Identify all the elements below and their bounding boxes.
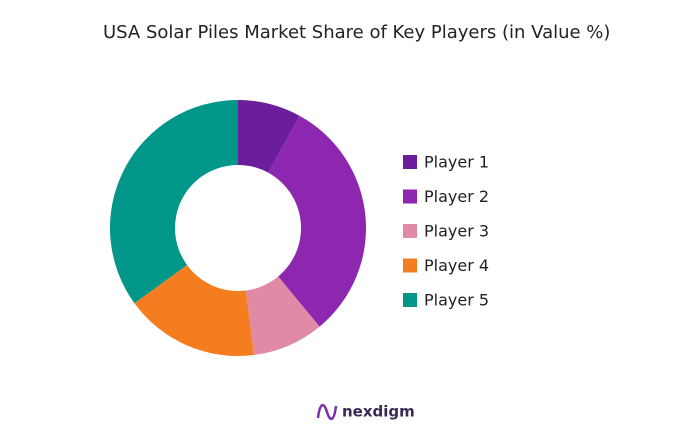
legend-label: Player 5 [424, 291, 489, 310]
donut-segment [268, 115, 367, 327]
legend-label: Player 3 [424, 222, 489, 241]
legend-label: Player 1 [424, 153, 489, 172]
legend-swatch [403, 189, 417, 204]
legend-label: Player 2 [424, 187, 489, 206]
legend-swatch [403, 224, 417, 238]
brand-icon [316, 404, 338, 420]
legend-swatch [403, 155, 417, 169]
brand-name: nexdigm [342, 403, 415, 421]
chart-title: USA Solar Piles Market Share of Key Play… [103, 22, 611, 43]
legend-swatch [403, 293, 417, 307]
legend-label: Player 4 [424, 256, 489, 275]
donut-segment [245, 276, 320, 355]
legend-swatch [403, 258, 417, 273]
donut-segment [238, 100, 300, 173]
donut-segment [134, 265, 255, 356]
brand-logo: nexdigm [316, 403, 415, 421]
donut-segment [110, 100, 238, 304]
